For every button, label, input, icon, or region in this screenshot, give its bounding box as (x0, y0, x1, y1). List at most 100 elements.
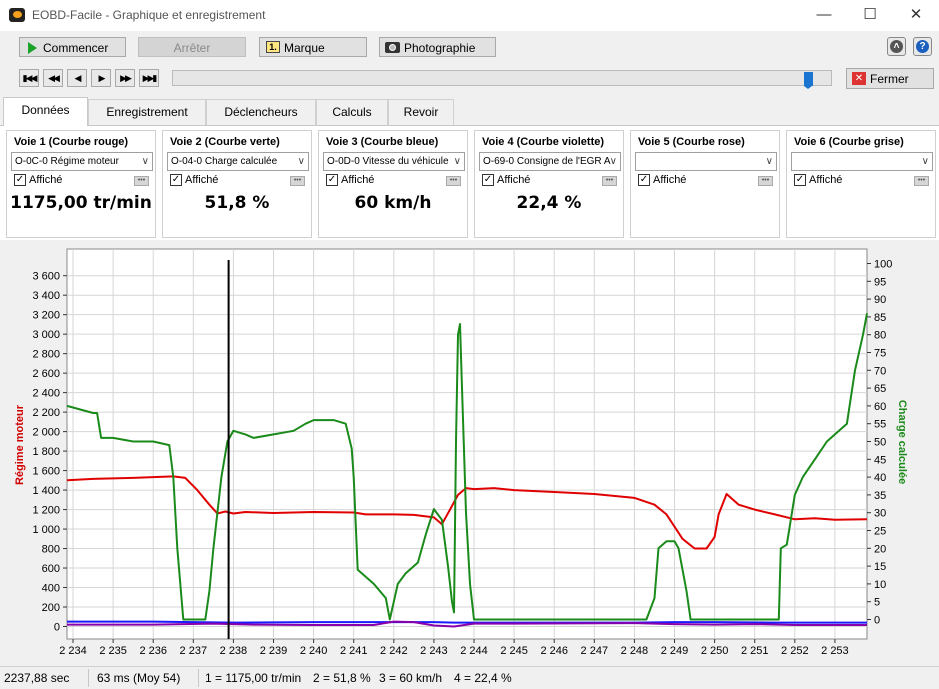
marker-icon: 1. (266, 41, 280, 53)
voie-title: Voie 1 (Courbe rouge) (14, 136, 129, 148)
y-right-tick-label: 65 (874, 383, 886, 395)
x-tick-label: 2 252 (781, 645, 809, 657)
status-voie-1: 1 = 1175,00 tr/min (205, 671, 302, 685)
maximize-icon[interactable]: ☐ (863, 6, 877, 23)
y-left-tick-label: 3 400 (32, 290, 60, 302)
y-left-tick-label: 2 000 (32, 427, 60, 439)
x-tick-label: 2 246 (540, 645, 568, 657)
x-tick-label: 2 253 (821, 645, 849, 657)
more-icon[interactable]: ••• (290, 176, 305, 186)
fermer-button[interactable]: ✕ Fermer (846, 68, 934, 89)
last-button[interactable]: ▶▶▮ (139, 69, 159, 87)
y-left-tick-label: 1 400 (32, 485, 60, 497)
y-axis-left-label: Régime moteur (14, 404, 26, 485)
first-button[interactable]: ▮◀◀ (19, 69, 39, 87)
play-icon (28, 42, 37, 54)
x-tick-label: 2 241 (340, 645, 368, 657)
commencer-button[interactable]: Commencer (19, 37, 126, 57)
forward-button[interactable]: ▶ (91, 69, 111, 87)
x-tick-label: 2 245 (500, 645, 528, 657)
tab-revoir[interactable]: Revoir (388, 99, 454, 125)
chevron-down-icon: ∨ (765, 156, 773, 167)
y-left-tick-label: 400 (42, 583, 60, 595)
fast-back-button[interactable]: ◀◀ (43, 69, 63, 87)
voie-checkbox[interactable]: ✓ (482, 174, 494, 186)
more-icon[interactable]: ••• (446, 176, 461, 186)
fermer-label: Fermer (870, 72, 909, 86)
chevron-down-icon: ∨ (141, 156, 149, 167)
voie-selected: O-04-0 Charge calculée (171, 156, 278, 167)
timeline-slider[interactable] (172, 70, 832, 89)
voie-title: Voie 5 (Courbe rose) (638, 136, 745, 148)
voie-value: 51,8 % (204, 193, 270, 213)
y-right-tick-label: 95 (874, 276, 886, 288)
voie-checkbox[interactable]: ✓ (170, 174, 182, 186)
voie-checkbox-label: Affiché (653, 174, 687, 186)
y-right-tick-label: 30 (874, 508, 886, 520)
minimize-icon[interactable]: — (816, 6, 832, 23)
fast-forward-button[interactable]: ▶▶ (115, 69, 135, 87)
y-right-tick-label: 70 (874, 365, 886, 377)
x-tick-label: 2 243 (420, 645, 448, 657)
voie-checkbox-label: Affiché (29, 174, 63, 186)
x-tick-label: 2 250 (701, 645, 729, 657)
y-right-tick-label: 45 (874, 454, 886, 466)
y-left-tick-label: 1 000 (32, 524, 60, 536)
y-left-tick-label: 2 200 (32, 407, 60, 419)
y-axis-right-label: Charge calculée (896, 400, 908, 484)
camera-icon (385, 42, 400, 53)
y-right-tick-label: 80 (874, 330, 886, 342)
marque-label: Marque (284, 41, 325, 55)
voie-select[interactable]: O-0D-0 Vitesse du véhicule ∨ (323, 152, 465, 171)
y-right-tick-label: 75 (874, 348, 886, 360)
collapse-button[interactable]: ˄ (887, 37, 906, 56)
marque-button[interactable]: 1. Marque (259, 37, 367, 57)
y-right-tick-label: 50 (874, 437, 886, 449)
voie-select[interactable]: ∨ (635, 152, 777, 171)
chevron-down-icon: ∨ (921, 156, 929, 167)
slider-thumb[interactable] (803, 72, 813, 89)
more-icon[interactable]: ••• (914, 176, 929, 186)
x-tick-label: 2 244 (460, 645, 488, 657)
voie-select[interactable]: O-0C-0 Régime moteur ∨ (11, 152, 153, 171)
voie-checkbox-label: Affiché (185, 174, 219, 186)
back-button[interactable]: ◀ (67, 69, 87, 87)
y-left-tick-label: 200 (42, 602, 60, 614)
tab-donnees[interactable]: Données (3, 97, 88, 126)
y-left-tick-label: 3 600 (32, 271, 60, 283)
voie-checkbox[interactable]: ✓ (14, 174, 26, 186)
series-line-2 (66, 313, 868, 621)
tab-declencheurs[interactable]: Déclencheurs (206, 99, 316, 125)
voie-checkbox[interactable]: ✓ (794, 174, 806, 186)
voie-select[interactable]: ∨ (791, 152, 933, 171)
plot-area[interactable] (66, 248, 868, 640)
title-bar: EOBD-Facile - Graphique et enregistremen… (0, 0, 939, 31)
commencer-label: Commencer (43, 41, 109, 55)
photographie-label: Photographie (404, 41, 476, 55)
y-right-tick-label: 100 (874, 259, 892, 271)
y-right-tick-label: 85 (874, 312, 886, 324)
voie-value: 60 km/h (354, 193, 432, 213)
voie-value: 22,4 % (516, 193, 582, 213)
y-right-tick-label: 55 (874, 419, 886, 431)
more-icon[interactable]: ••• (602, 176, 617, 186)
voie-select[interactable]: O-69-0 Consigne de l'EGR A ∨ (479, 152, 621, 171)
voie-select[interactable]: O-04-0 Charge calculée ∨ (167, 152, 309, 171)
voie-checkbox[interactable]: ✓ (326, 174, 338, 186)
photographie-button[interactable]: Photographie (379, 37, 496, 57)
more-icon[interactable]: ••• (134, 176, 149, 186)
tab-enregistrement[interactable]: Enregistrement (88, 99, 206, 125)
tab-calculs[interactable]: Calculs (316, 99, 388, 125)
y-left-tick-label: 3 200 (32, 310, 60, 322)
more-icon[interactable]: ••• (758, 176, 773, 186)
y-left-tick-label: 1 800 (32, 446, 60, 458)
status-voie-4: 4 = 22,4 % (454, 671, 512, 685)
help-button[interactable]: ? (913, 37, 932, 56)
close-icon[interactable]: ✕ (909, 6, 923, 23)
y-left-tick-label: 1 200 (32, 505, 60, 517)
voie-checkbox[interactable]: ✓ (638, 174, 650, 186)
arreter-button[interactable]: Arrêter (138, 37, 246, 57)
voie-5: Voie 5 (Courbe rose) ∨ ✓ Affiché ••• (630, 130, 780, 238)
voie-title: Voie 4 (Courbe violette) (482, 136, 605, 148)
